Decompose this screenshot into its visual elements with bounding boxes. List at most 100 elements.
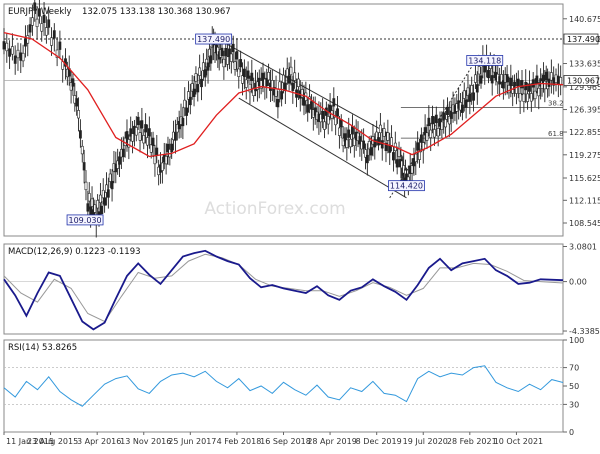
- price-candle: [228, 48, 231, 57]
- price-candle: [436, 128, 440, 137]
- y-tick-label: 119.275: [569, 151, 600, 160]
- price-candle: [466, 87, 470, 96]
- price-candle: [267, 72, 270, 81]
- price-candle: [200, 78, 203, 88]
- price-candle: [293, 72, 297, 81]
- macd-panel-title: MACD(12,26,9) 0.1223 -0.1193: [8, 247, 141, 257]
- price-candle: [24, 38, 27, 47]
- price-candle: [297, 78, 300, 87]
- price-candle: [526, 93, 529, 102]
- price-candle: [280, 91, 284, 100]
- price-candle: [390, 137, 393, 146]
- price-candle: [444, 119, 448, 128]
- price-candle: [164, 155, 168, 165]
- price-candle: [8, 48, 11, 57]
- price-callout-label: 137.490: [197, 35, 230, 44]
- price-candle: [547, 78, 551, 87]
- price-candle: [490, 75, 494, 84]
- rsi-line: [3, 365, 564, 407]
- y-tick-label: -4.3385: [569, 327, 600, 336]
- price-candle: [446, 106, 449, 115]
- price-candle: [500, 74, 503, 83]
- price-candle: [142, 135, 146, 144]
- price-candle: [87, 193, 91, 202]
- price-candle: [118, 156, 121, 165]
- y-tick-label: 50: [569, 382, 579, 391]
- reference-price-tag-label: 137.490: [567, 35, 600, 44]
- y-tick-label: 0.00: [569, 278, 587, 287]
- price-candle: [362, 140, 366, 149]
- price-candle: [89, 206, 93, 215]
- price-candle: [78, 130, 82, 139]
- y-tick-label: 108.545: [569, 219, 600, 228]
- price-candle: [47, 19, 51, 28]
- fib-level-label: 38.2: [548, 100, 564, 108]
- price-candle: [229, 53, 233, 62]
- price-candle: [242, 68, 246, 77]
- price-candle: [75, 98, 79, 107]
- price-candle: [418, 151, 421, 160]
- price-candle: [44, 27, 48, 36]
- price-candle: [110, 180, 114, 190]
- price-candle: [549, 72, 553, 81]
- price-candle: [529, 93, 533, 102]
- price-candle: [310, 101, 313, 110]
- watermark-text: ActionForex.com: [204, 199, 345, 219]
- price-candle: [505, 74, 509, 83]
- price-candle: [194, 73, 198, 82]
- price-candle: [323, 121, 326, 130]
- price-candle: [153, 155, 157, 165]
- price-callout-label: 109.030: [69, 216, 102, 225]
- price-candle: [554, 74, 558, 83]
- price-candle: [522, 93, 526, 102]
- price-candle: [28, 24, 32, 33]
- price-candle: [434, 114, 438, 123]
- y-tick-label: 115.625: [569, 174, 600, 183]
- price-candle: [419, 134, 423, 143]
- y-tick-label: 140.675: [569, 15, 600, 24]
- rsi-panel-title: RSI(14) 53.8265: [8, 343, 77, 353]
- price-candle: [351, 126, 354, 135]
- price-candle: [520, 80, 524, 89]
- price-candle: [507, 84, 511, 94]
- price-candle: [13, 55, 17, 64]
- price-candle: [239, 59, 243, 68]
- price-candle: [5, 42, 9, 52]
- price-candle: [414, 153, 418, 163]
- price-candle: [384, 142, 388, 151]
- y-tick-label: 30: [569, 400, 579, 409]
- price-candle: [170, 143, 174, 152]
- panel-frame: [3, 3, 564, 237]
- price-candle: [470, 85, 474, 94]
- price-candle: [336, 108, 339, 117]
- price-candle: [250, 72, 254, 81]
- price-candle: [291, 82, 295, 91]
- price-candle: [447, 116, 451, 125]
- ohlc-readout: 132.075 133.138 130.368 130.967: [82, 7, 231, 17]
- price-candle: [501, 80, 505, 89]
- price-candle: [474, 74, 477, 83]
- price-candle: [80, 145, 84, 155]
- price-candle: [326, 116, 330, 125]
- price-candle: [531, 79, 535, 88]
- price-candle: [2, 41, 6, 50]
- price-candle: [440, 121, 444, 130]
- price-candle: [174, 132, 177, 141]
- price-candle: [140, 120, 144, 129]
- x-tick-label: 23 Aug 2015: [27, 437, 78, 446]
- current-price-tag: [563, 75, 599, 86]
- price-candle: [209, 55, 213, 64]
- price-candle: [462, 90, 466, 99]
- price-candle: [358, 136, 362, 145]
- price-candle: [380, 140, 384, 149]
- macd-line: [3, 249, 564, 331]
- price-candle: [138, 132, 142, 141]
- price-candle: [287, 75, 291, 84]
- price-candle: [55, 49, 59, 58]
- x-tick-label: 10 Oct 2021: [494, 437, 543, 446]
- x-tick-label: 16 Sep 2018: [260, 437, 311, 446]
- price-candle: [375, 131, 379, 140]
- price-candle: [206, 62, 210, 71]
- price-callout-box: [66, 214, 104, 226]
- price-candle: [321, 110, 325, 120]
